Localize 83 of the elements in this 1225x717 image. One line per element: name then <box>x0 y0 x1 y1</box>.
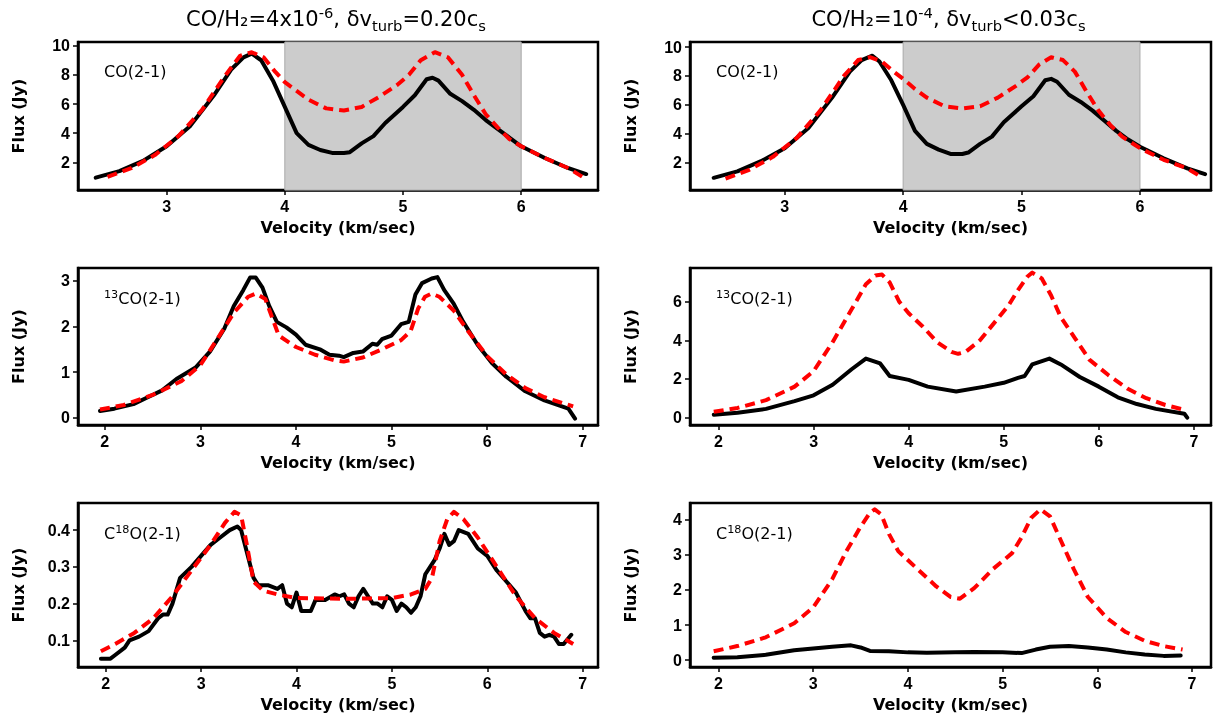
y-axis-title: Flux (Jy) <box>8 547 28 623</box>
x-tick-label: 3 <box>162 197 172 215</box>
x-tick-label: 5 <box>1017 197 1027 215</box>
y-tick-label: 2 <box>61 153 71 171</box>
y-tick-label: 0.2 <box>47 595 71 613</box>
x-axis-title: Velocity (km/sec) <box>872 694 1029 714</box>
y-tick-label: 10 <box>664 38 683 56</box>
x-tick-label: 3 <box>196 674 206 692</box>
x-tick-label: 2 <box>714 432 724 450</box>
y-tick-label: 0.3 <box>47 558 71 576</box>
x-tick-label: 2 <box>713 674 723 692</box>
x-tick-label: 7 <box>578 674 588 692</box>
annotation: $^{13}$CO(2-1) <box>716 288 793 309</box>
y-axis-title: Flux (Jy) <box>620 547 640 623</box>
x-tick-label: 4 <box>292 674 302 692</box>
line-series <box>711 643 1183 660</box>
annotation: CO(2-1) <box>104 62 167 81</box>
x-tick-label: 4 <box>898 197 908 215</box>
y-tick-label: 10 <box>52 37 71 55</box>
x-tick-label: 5 <box>387 432 397 450</box>
x-tick-label: 3 <box>195 432 205 450</box>
x-tick-label: 4 <box>903 674 913 692</box>
annotation: C$^{18}$O(2-1) <box>716 523 793 544</box>
x-tick-label: 4 <box>904 432 914 450</box>
y-tick-label: 0 <box>673 651 683 669</box>
x-axis-title: Velocity (km/sec) <box>260 694 416 714</box>
annotation: C$^{18}$O(2-1) <box>104 523 181 544</box>
y-axis-title: Flux (Jy) <box>8 309 28 384</box>
x-axis-title: Velocity (km/sec) <box>260 217 416 237</box>
y-tick-label: 8 <box>673 67 683 85</box>
y-tick-label: 0.1 <box>47 631 71 649</box>
y-tick-label: 4 <box>673 511 683 529</box>
x-tick-label: 6 <box>516 197 526 215</box>
x-tick-label: 5 <box>398 197 408 215</box>
y-tick-label: 8 <box>61 66 71 84</box>
x-tick-label: 6 <box>482 432 492 450</box>
chart-title: CO/H₂=4x10$^{-6}$, δv$_{turb}$=0.20c$_{s}$ <box>185 4 487 35</box>
y-tick-label: 3 <box>673 546 683 564</box>
y-tick-label: 2 <box>673 154 683 172</box>
x-tick-label: 7 <box>1189 432 1199 450</box>
x-tick-label: 5 <box>998 674 1008 692</box>
x-tick-label: 6 <box>482 674 492 692</box>
y-tick-label: 2 <box>61 317 71 335</box>
x-tick-label: 7 <box>1187 674 1197 692</box>
y-tick-label: 2 <box>673 370 683 388</box>
y-axis-title: Flux (Jy) <box>620 309 640 384</box>
annotation: $^{13}$CO(2-1) <box>104 288 181 309</box>
y-tick-label: 1 <box>61 363 71 381</box>
y-tick-label: 4 <box>673 125 683 143</box>
y-tick-label: 2 <box>673 581 683 599</box>
y-tick-label: 3 <box>61 272 71 290</box>
x-axis-title: Velocity (km/sec) <box>872 217 1029 237</box>
y-tick-label: 4 <box>673 331 683 349</box>
x-tick-label: 4 <box>291 432 301 450</box>
x-axis-title: Velocity (km/sec) <box>260 452 416 472</box>
x-axis-title: Velocity (km/sec) <box>872 452 1029 472</box>
x-tick-label: 5 <box>999 432 1009 450</box>
y-tick-label: 0 <box>673 409 683 427</box>
y-tick-label: 4 <box>61 124 71 142</box>
x-tick-label: 3 <box>780 197 790 215</box>
x-tick-label: 6 <box>1092 674 1102 692</box>
y-tick-label: 0 <box>61 409 71 427</box>
y-axis-title: Flux (Jy) <box>620 78 640 154</box>
y-axis-title: Flux (Jy) <box>8 78 28 154</box>
line-series <box>97 291 576 412</box>
y-tick-label: 6 <box>673 293 683 311</box>
line-series <box>711 507 1185 654</box>
annotation: CO(2-1) <box>716 62 779 81</box>
x-tick-label: 6 <box>1094 432 1104 450</box>
x-tick-label: 5 <box>387 674 397 692</box>
x-tick-label: 3 <box>808 674 818 692</box>
x-tick-label: 2 <box>101 674 111 692</box>
x-tick-label: 3 <box>809 432 819 450</box>
x-tick-label: 6 <box>1135 197 1145 215</box>
chart-title: CO/H₂=10$^{-4}$, δv$_{turb}$<0.03c$_{s}$ <box>810 4 1087 35</box>
y-tick-label: 1 <box>673 616 683 634</box>
y-tick-label: 6 <box>61 95 71 113</box>
y-tick-label: 6 <box>673 96 683 114</box>
x-tick-label: 2 <box>100 432 110 450</box>
line-series <box>711 356 1190 420</box>
x-tick-label: 4 <box>280 197 290 215</box>
y-tick-label: 0.4 <box>47 521 71 539</box>
x-tick-label: 7 <box>578 432 588 450</box>
